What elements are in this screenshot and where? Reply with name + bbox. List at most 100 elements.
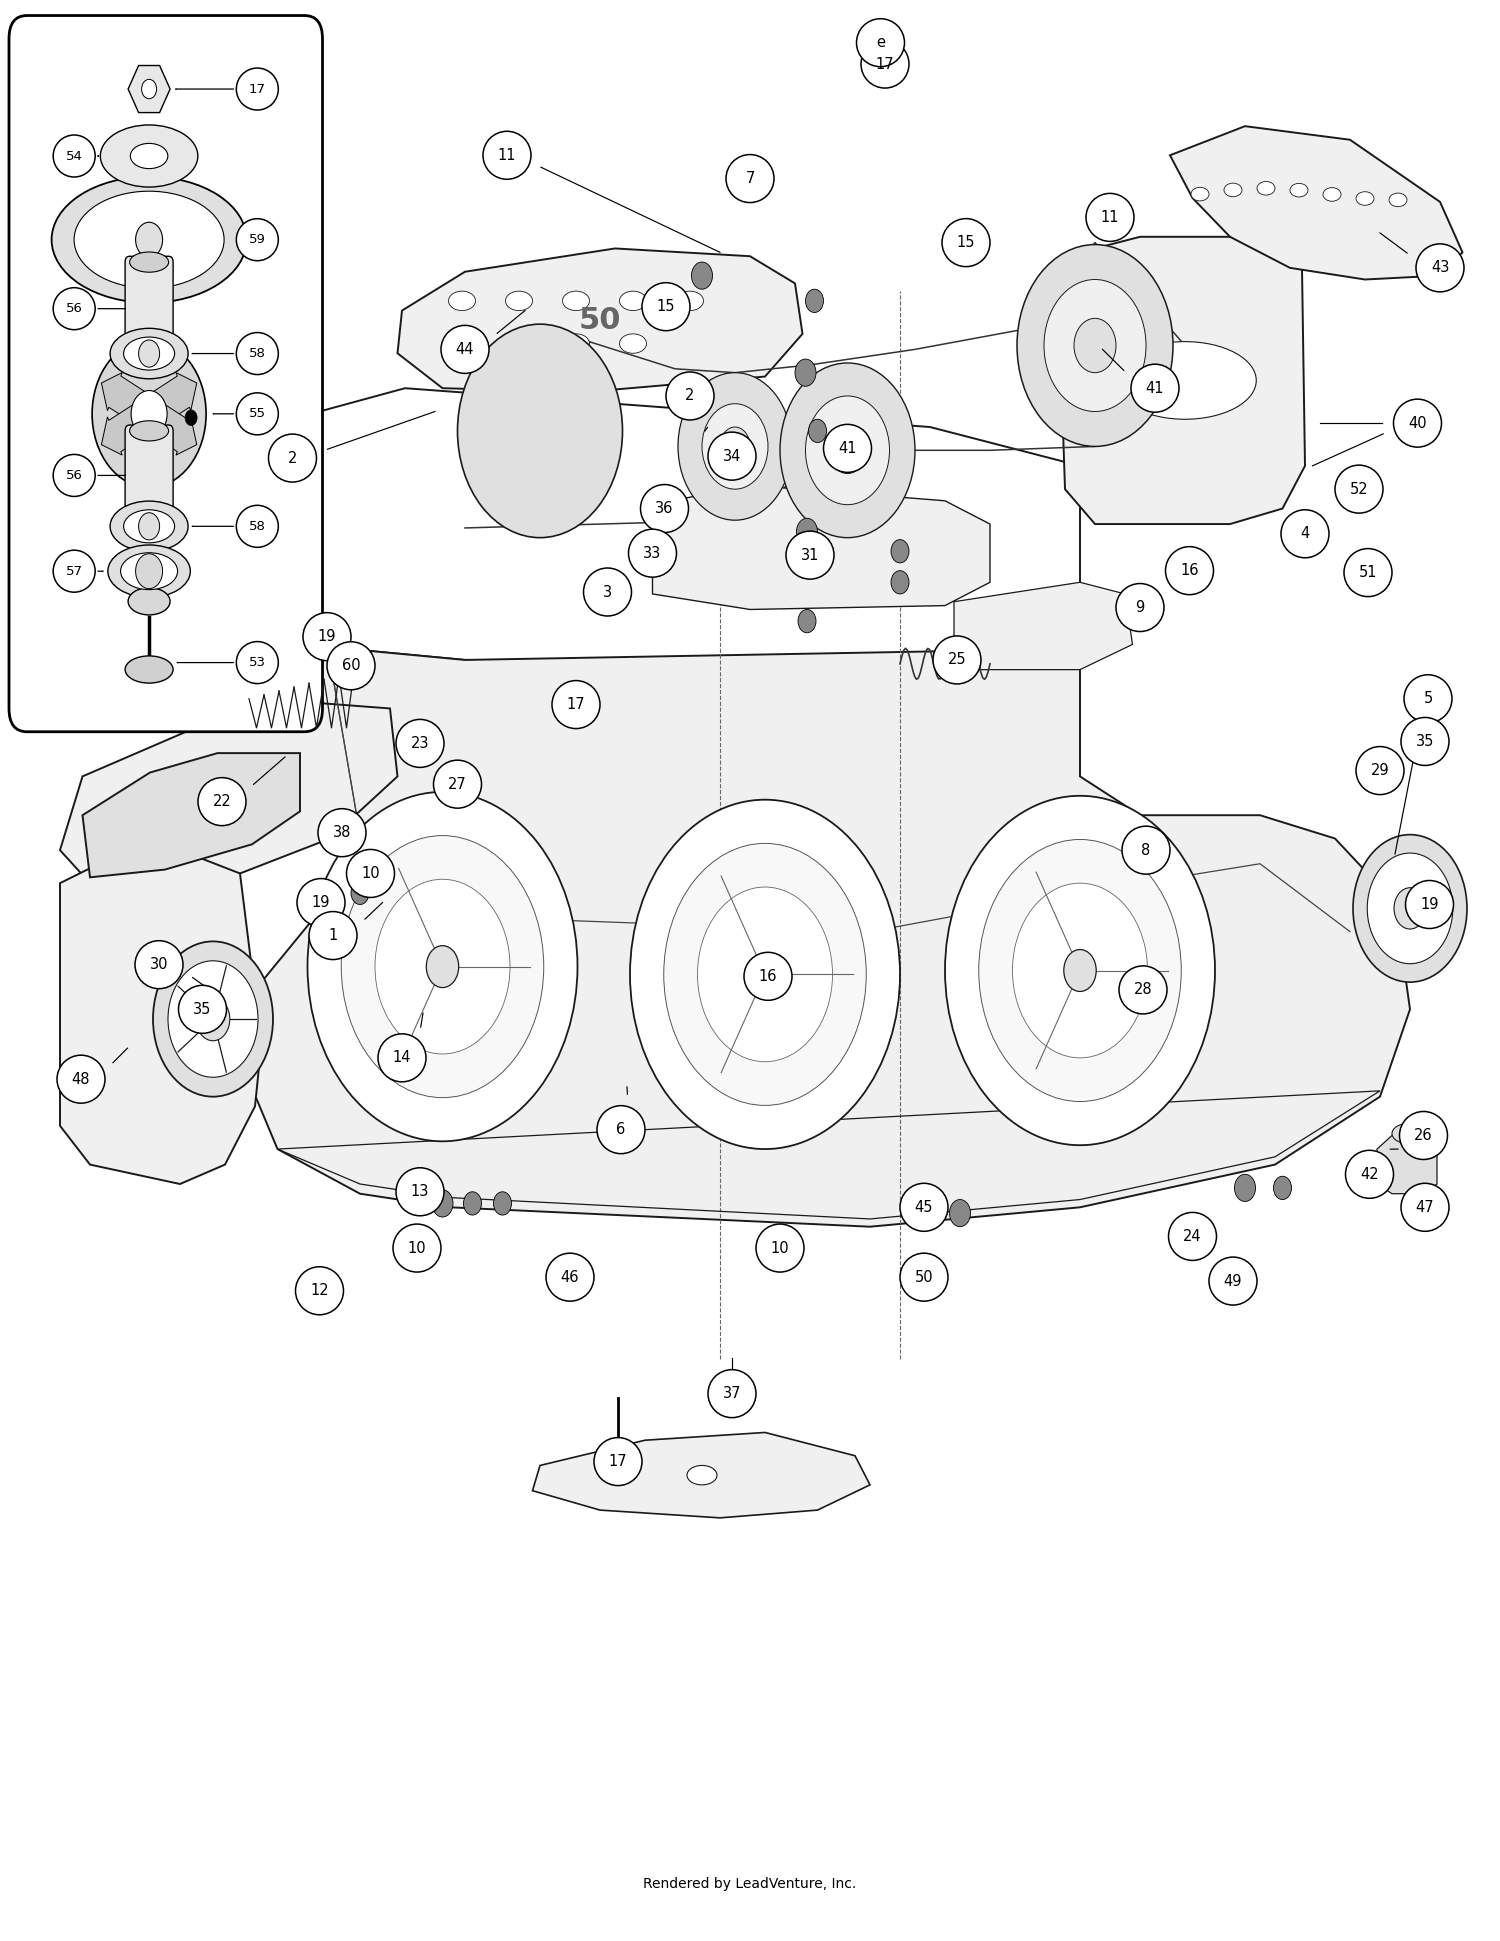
Ellipse shape (110, 328, 188, 378)
Ellipse shape (744, 953, 792, 1000)
Ellipse shape (666, 373, 714, 419)
Text: 34: 34 (723, 448, 741, 464)
Circle shape (978, 839, 1182, 1102)
Ellipse shape (861, 41, 909, 87)
Ellipse shape (123, 510, 174, 543)
Ellipse shape (1400, 1112, 1447, 1159)
Text: 10: 10 (362, 866, 380, 881)
Ellipse shape (237, 219, 279, 260)
Ellipse shape (51, 177, 246, 303)
Text: 11: 11 (1101, 210, 1119, 225)
Ellipse shape (483, 132, 531, 179)
Ellipse shape (708, 1370, 756, 1417)
Text: 40: 40 (1408, 415, 1426, 431)
Polygon shape (232, 582, 1410, 1227)
Text: 57: 57 (66, 565, 82, 578)
Circle shape (141, 80, 156, 99)
Circle shape (1013, 883, 1148, 1058)
FancyBboxPatch shape (124, 256, 172, 361)
Ellipse shape (53, 549, 94, 592)
Ellipse shape (1394, 400, 1441, 446)
Circle shape (1368, 852, 1452, 963)
Ellipse shape (198, 778, 246, 825)
Ellipse shape (237, 505, 279, 547)
Ellipse shape (268, 435, 316, 481)
Circle shape (1074, 318, 1116, 373)
Ellipse shape (900, 1254, 948, 1300)
Ellipse shape (448, 291, 476, 311)
Text: 35: 35 (194, 1002, 211, 1017)
Ellipse shape (1281, 510, 1329, 557)
Circle shape (796, 518, 818, 545)
Ellipse shape (933, 637, 981, 683)
Polygon shape (60, 839, 262, 1184)
Circle shape (334, 658, 356, 685)
Circle shape (138, 512, 159, 540)
Text: 47: 47 (1416, 1200, 1434, 1215)
Circle shape (808, 419, 826, 443)
Ellipse shape (562, 291, 590, 311)
Ellipse shape (346, 850, 394, 897)
Text: 6: 6 (616, 1122, 626, 1137)
Text: 27: 27 (448, 776, 466, 792)
Text: 15: 15 (657, 299, 675, 314)
Ellipse shape (620, 291, 646, 311)
Text: 17: 17 (876, 56, 894, 72)
Circle shape (830, 427, 866, 474)
Polygon shape (954, 582, 1132, 670)
Ellipse shape (296, 1267, 344, 1314)
Text: 44: 44 (456, 342, 474, 357)
Text: 14: 14 (393, 1050, 411, 1066)
Text: 33: 33 (644, 545, 662, 561)
Ellipse shape (552, 681, 600, 728)
Text: 46: 46 (561, 1269, 579, 1285)
Text: 52: 52 (1350, 481, 1368, 497)
Text: 2: 2 (686, 388, 694, 404)
Text: Rendered by LeadVenture, Inc.: Rendered by LeadVenture, Inc. (644, 1877, 856, 1891)
Circle shape (525, 411, 555, 450)
Circle shape (375, 879, 510, 1054)
Polygon shape (532, 1432, 870, 1518)
Ellipse shape (506, 291, 532, 311)
Text: 48: 48 (72, 1071, 90, 1087)
Ellipse shape (594, 1438, 642, 1485)
Ellipse shape (396, 1168, 444, 1215)
Ellipse shape (900, 1184, 948, 1231)
Text: 50: 50 (579, 307, 621, 334)
Text: 10: 10 (408, 1240, 426, 1256)
Text: 51: 51 (1359, 565, 1377, 580)
Circle shape (1394, 887, 1426, 930)
Ellipse shape (123, 338, 174, 371)
Text: 58: 58 (249, 520, 266, 534)
FancyArrow shape (102, 398, 154, 454)
Ellipse shape (441, 326, 489, 373)
Polygon shape (1377, 1135, 1437, 1194)
Circle shape (308, 792, 578, 1141)
Circle shape (891, 571, 909, 594)
Text: 30: 30 (150, 957, 168, 972)
Ellipse shape (129, 252, 168, 272)
Text: 28: 28 (1134, 982, 1152, 998)
Circle shape (196, 998, 230, 1040)
Text: 19: 19 (312, 895, 330, 910)
Ellipse shape (1406, 881, 1453, 928)
Ellipse shape (1416, 245, 1464, 291)
Text: 10: 10 (771, 1240, 789, 1256)
Text: 31: 31 (801, 547, 819, 563)
Ellipse shape (1191, 186, 1209, 202)
Ellipse shape (856, 19, 904, 66)
Ellipse shape (584, 569, 632, 615)
Ellipse shape (57, 1056, 105, 1102)
Text: 2: 2 (288, 450, 297, 466)
Text: 58: 58 (249, 347, 266, 359)
Text: 25: 25 (948, 652, 966, 668)
Text: 41: 41 (1146, 380, 1164, 396)
Ellipse shape (110, 501, 188, 551)
Circle shape (351, 881, 369, 905)
Circle shape (748, 953, 782, 996)
Ellipse shape (1392, 1124, 1422, 1143)
Ellipse shape (1323, 188, 1341, 202)
Circle shape (153, 941, 273, 1097)
Circle shape (795, 359, 816, 386)
Circle shape (780, 363, 915, 538)
